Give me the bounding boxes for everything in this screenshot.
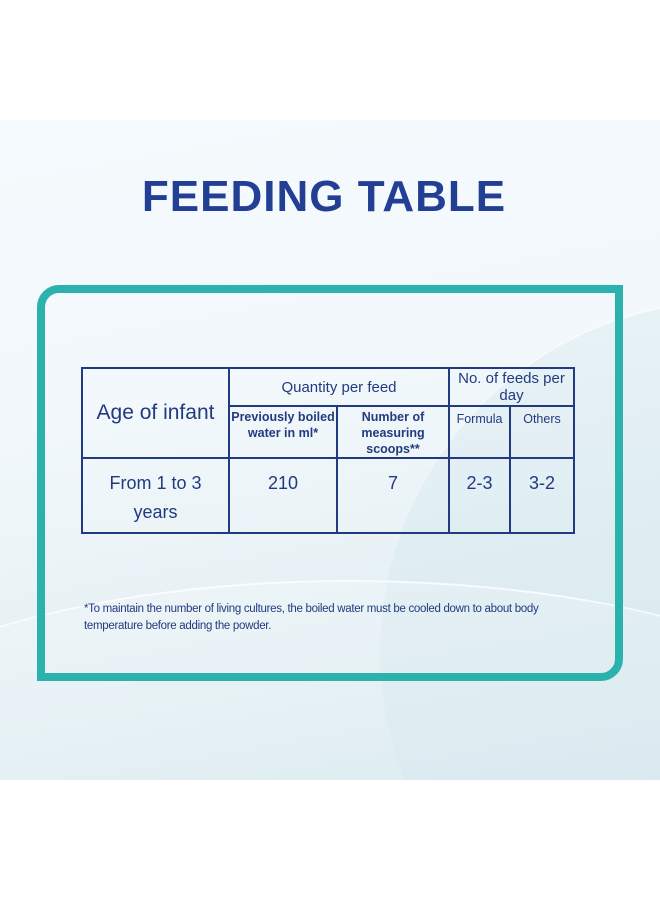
footnote: *To maintain the number of living cultur… (84, 603, 539, 632)
scoops-subheader: Number of measuring scoops** (336, 405, 450, 459)
table-row: From 1 to 3 years 210 7 2-3 3-2 (81, 457, 575, 534)
feeding-table: Age of infant Quantity per feed No. of f… (81, 367, 575, 534)
age-cell: From 1 to 3 years (81, 457, 230, 534)
others-cell: 3-2 (509, 457, 575, 534)
teal-frame (37, 285, 623, 681)
water-subheader: Previously boiled water in ml* (228, 405, 338, 459)
quantity-header: Quantity per feed (228, 367, 450, 407)
page-title: FEEDING TABLE (141, 172, 507, 221)
water-cell: 210 (228, 457, 338, 534)
others-subheader: Others (509, 405, 575, 459)
feeds-header: No. of feeds per day (448, 367, 575, 407)
age-header: Age of infant (81, 367, 230, 459)
scoops-cell: 7 (336, 457, 450, 534)
formula-cell: 2-3 (448, 457, 511, 534)
formula-subheader: Formula (448, 405, 511, 459)
